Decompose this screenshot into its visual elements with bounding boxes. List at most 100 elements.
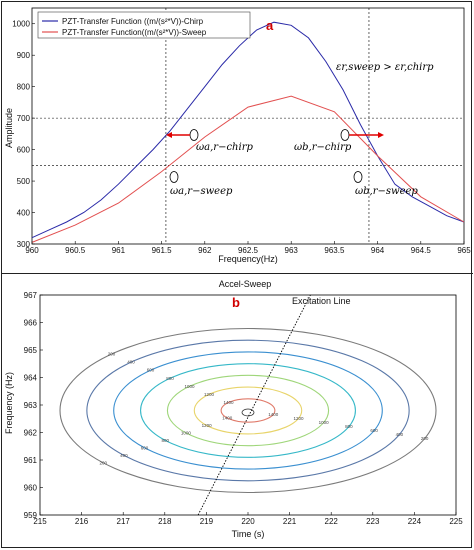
- contour-peak: [241, 408, 255, 417]
- panel-b-chart: Accel-Sweep b 200 200 200 400 400 400 600 600 60…: [4, 279, 463, 539]
- marker-a-sweep: [169, 171, 179, 183]
- excitation-line-label: Excitation Line: [292, 296, 351, 306]
- panel-divider: [1, 273, 473, 274]
- label-omega-a-sweep: ωa,r−sweep: [170, 186, 233, 197]
- contour-label-1000: 1000: [319, 420, 330, 425]
- contour-600: [113, 351, 383, 470]
- label-omega-b-chirp: ωb,r−chirp: [294, 142, 352, 153]
- sweep-markers: [169, 171, 363, 183]
- contour-400: [86, 339, 410, 482]
- x-tick-label: 961: [112, 246, 126, 255]
- contour-label-400: 400: [120, 453, 128, 458]
- y-tick-label: 961: [24, 456, 38, 465]
- panel-b-xlabel: Time (s): [232, 529, 265, 539]
- contour-label-1400: 1400: [268, 412, 279, 417]
- contour-label-400: 400: [396, 432, 404, 437]
- x-tick-label: 223: [366, 517, 380, 526]
- panel-b-label: b: [232, 295, 240, 310]
- contour-200: [59, 327, 437, 494]
- y-tick-label: 962: [24, 429, 38, 438]
- y-tick-label: 300: [17, 240, 31, 249]
- marker-b-chirp: [340, 129, 350, 141]
- contour-label-200: 200: [108, 352, 116, 357]
- y-tick-label: 965: [24, 346, 38, 355]
- x-tick-label: 964.5: [411, 246, 432, 255]
- contour-label-400: 400: [127, 360, 135, 365]
- x-tick-label: 220: [241, 517, 255, 526]
- x-tick-label: 963: [285, 246, 299, 255]
- contour-label-1200: 1200: [204, 392, 215, 397]
- x-tick-label: 225: [449, 517, 463, 526]
- panel-a-plot-frame: [31, 7, 465, 245]
- contour-lines: [59, 327, 437, 494]
- contour-label-600: 600: [147, 368, 155, 373]
- panel-b-title: Accel-Sweep: [219, 279, 272, 289]
- legend-label-chirp: PZT-Transfer Function ((m/(s²*V))-Chirp: [62, 17, 204, 26]
- contour-label-1400: 1400: [222, 415, 233, 420]
- x-tick-label: 215: [33, 517, 47, 526]
- arrowhead-right: [378, 132, 384, 138]
- panel-a-legend: PZT-Transfer Function ((m/(s²*V))-Chirp …: [37, 11, 251, 39]
- x-tick-label: 222: [325, 517, 339, 526]
- series-lines: [31, 21, 465, 243]
- excitation-line: [197, 294, 311, 516]
- y-tick-label: 1000: [12, 20, 30, 29]
- x-tick-label: 965: [457, 246, 471, 255]
- contour-1400: [220, 398, 276, 423]
- label-omega-b-sweep: ωb,r−sweep: [355, 186, 418, 197]
- y-tick-label: 960: [24, 484, 38, 493]
- contour-label-1200: 1200: [202, 423, 213, 428]
- x-tick-label: 963.5: [324, 246, 345, 255]
- contour-label-1000: 1000: [181, 430, 192, 435]
- contour-800: [140, 363, 356, 458]
- y-tick-label: 800: [17, 83, 31, 92]
- panel-b-ylabel: Frequency (Hz): [4, 372, 14, 434]
- x-tick-label: 218: [158, 517, 172, 526]
- y-tick-label: 964: [24, 374, 38, 383]
- chirp-markers: [166, 129, 384, 141]
- contour-label-1400: 1400: [223, 400, 234, 405]
- series-line-0: [31, 21, 465, 239]
- contour-label-1200: 1200: [293, 416, 304, 421]
- panel-a-label: a: [266, 18, 274, 33]
- contour-label-800: 800: [161, 438, 169, 443]
- marker-a-chirp: [189, 129, 199, 141]
- y-tick-label: 400: [17, 209, 31, 218]
- x-tick-label: 961.5: [152, 246, 173, 255]
- panel-a-ylabel: Amplitude: [4, 108, 14, 148]
- y-tick-label: 966: [24, 319, 38, 328]
- contour-label-600: 600: [141, 445, 149, 450]
- x-tick-label: 960: [25, 246, 39, 255]
- y-tick-label: 600: [17, 146, 31, 155]
- x-tick-label: 962.5: [238, 246, 259, 255]
- x-tick-label: 217: [117, 517, 131, 526]
- y-tick-label: 963: [24, 401, 38, 410]
- series-line-1: [31, 95, 465, 243]
- x-tick-label: 219: [200, 517, 214, 526]
- y-tick-label: 967: [24, 291, 38, 300]
- y-ticks: 959 960 961 962 963 964 965 966 967: [24, 291, 43, 520]
- contour-1000: [166, 374, 330, 447]
- inequality-annotation: εr,sweep > εr,chirp: [336, 62, 434, 73]
- y-tick-label: 700: [17, 114, 31, 123]
- contour-label-200: 200: [421, 436, 429, 441]
- x-tick-label: 221: [283, 517, 297, 526]
- legend-label-sweep: PZT-Transfer Function((m/(s²*V))-Sweep: [62, 28, 207, 37]
- contour-label-1000: 1000: [185, 384, 196, 389]
- x-tick-label: 964: [371, 246, 385, 255]
- contour-level-labels: 200 200 200 400 400 400 600 600 600 800 800 800 1000…: [99, 352, 428, 466]
- label-omega-a-chirp: ωa,r−chirp: [196, 142, 253, 153]
- contour-label-800: 800: [166, 376, 174, 381]
- x-tick-label: 216: [75, 517, 89, 526]
- x-tick-label: 224: [408, 517, 422, 526]
- contour-label-800: 800: [345, 424, 353, 429]
- y-tick-label: 959: [24, 511, 38, 520]
- contour-label-600: 600: [370, 428, 378, 433]
- x-tick-label: 960.5: [65, 246, 86, 255]
- y-tick-label: 900: [17, 51, 31, 60]
- x-tick-label: 962: [198, 246, 212, 255]
- panel-a-xlabel: Frequency(Hz): [218, 254, 278, 264]
- arrowhead-left: [166, 132, 172, 138]
- y-tick-label: 500: [17, 177, 31, 186]
